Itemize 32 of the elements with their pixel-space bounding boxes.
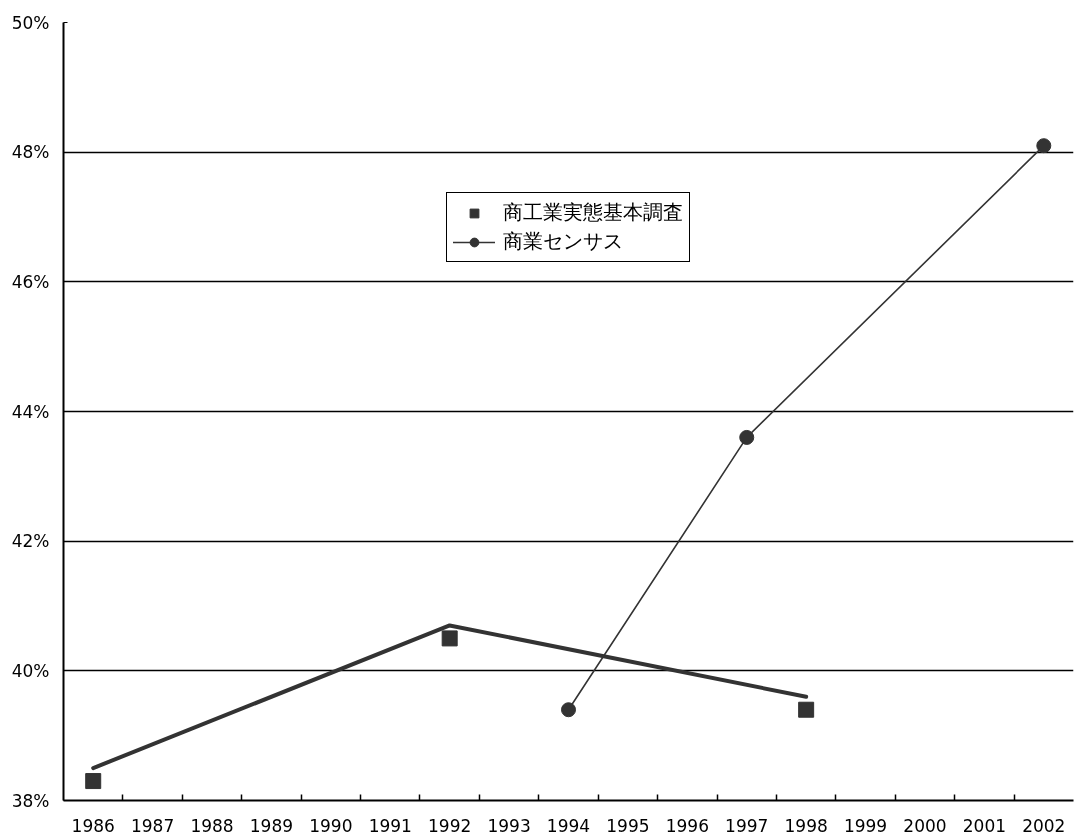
y-tick-label: 44%: [11, 401, 50, 422]
x-tick-label: 1986: [71, 815, 115, 836]
x-tick-label: 1999: [843, 815, 888, 836]
x-tick-label: 1987: [130, 815, 175, 836]
x-tick-label: 2001: [962, 815, 1007, 836]
legend-label: 商業センサス: [503, 228, 623, 255]
x-tick-label: 1990: [309, 815, 353, 836]
y-tick-label: 38%: [11, 790, 50, 811]
x-tick-label: 1993: [487, 815, 531, 836]
y-tick-label: 48%: [11, 142, 50, 163]
x-tick-label: 1995: [606, 815, 650, 836]
point: [739, 429, 755, 445]
y-tick-label: 40%: [11, 660, 50, 681]
x-tick-label: 1992: [428, 815, 472, 836]
y-tick-label: 50%: [11, 12, 50, 33]
point: [85, 773, 102, 790]
point: [1036, 138, 1052, 154]
x-tick-label: 2000: [903, 815, 947, 836]
y-tick-label: 42%: [11, 531, 50, 552]
x-tick-label: 1997: [725, 815, 769, 836]
point: [441, 630, 458, 647]
legend-label: 商工業実態基本調査: [503, 199, 683, 226]
x-tick-label: 1991: [368, 815, 412, 836]
x-tick-label: 1996: [665, 815, 709, 836]
point: [561, 702, 576, 718]
x-tick-label: 1994: [546, 815, 591, 836]
x-tick-label: 1998: [784, 815, 828, 836]
y-tick-label: 46%: [11, 271, 50, 292]
point: [798, 701, 815, 718]
x-tick-label: 1989: [249, 815, 294, 836]
x-tick-label: 1988: [190, 815, 234, 836]
x-tick-label: 2002: [1022, 815, 1066, 836]
